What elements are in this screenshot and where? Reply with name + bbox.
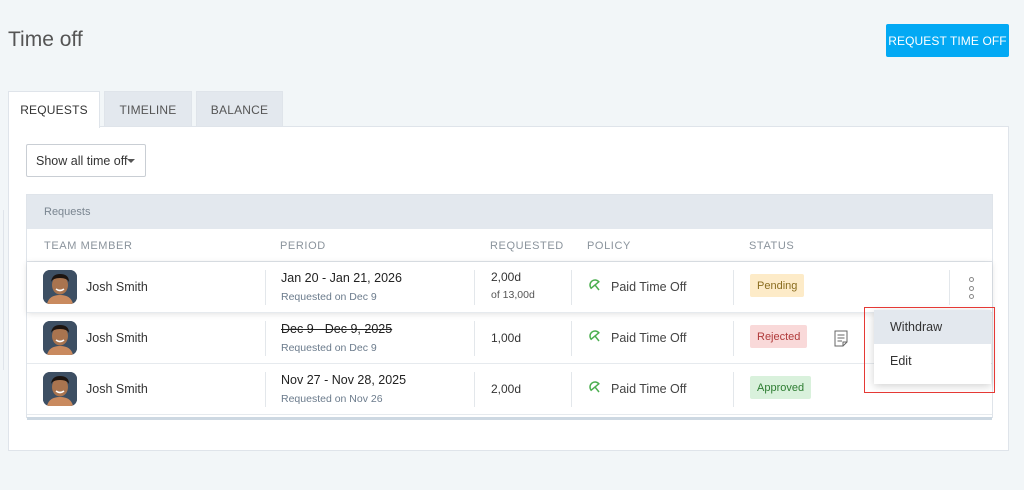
policy-cell: Paid Time Off: [589, 278, 687, 296]
requested-on-date: Requested on Dec 9: [281, 342, 377, 354]
avatar: [43, 270, 77, 304]
caret-down-icon: [127, 159, 135, 163]
table-header: TEAM MEMBER PERIOD REQUESTED POLICY STAT…: [27, 229, 992, 262]
requests-table: Requests TEAM MEMBER PERIOD REQUESTED PO…: [26, 194, 993, 420]
column-divider: [265, 321, 266, 356]
requested-amount: 1,00d: [491, 331, 522, 345]
table-row[interactable]: Josh Smith Dec 9 - Dec 9, 2025 Requested…: [27, 313, 992, 364]
status-badge: Pending: [750, 274, 805, 297]
table-bottom-border: [27, 417, 992, 420]
column-divider: [474, 321, 475, 356]
filter-selected-label: Show all time off: [36, 153, 128, 168]
column-header-policy: POLICY: [587, 240, 631, 252]
request-time-off-button[interactable]: REQUEST TIME OFF: [886, 24, 1009, 57]
column-divider: [571, 372, 572, 407]
umbrella-icon: [589, 278, 601, 296]
tab-requests[interactable]: REQUESTS: [8, 91, 100, 128]
period-dates: Jan 20 - Jan 21, 2026: [281, 271, 402, 285]
team-member-name: Josh Smith: [86, 331, 148, 345]
requested-cell: 2,00d: [491, 382, 521, 396]
policy-name: Paid Time Off: [611, 331, 687, 345]
period-dates: Dec 9 - Dec 9, 2025: [281, 322, 393, 336]
note-icon[interactable]: [834, 330, 848, 352]
requests-panel: Show all time off Requests TEAM MEMBER P…: [8, 126, 1009, 451]
requested-balance: of 13,00d: [491, 289, 535, 301]
umbrella-icon: [589, 329, 601, 347]
column-divider: [733, 270, 734, 305]
umbrella-icon: [589, 380, 601, 398]
column-divider: [474, 372, 475, 407]
requested-on-date: Requested on Nov 26: [281, 393, 383, 405]
column-header-team-member: TEAM MEMBER: [44, 240, 133, 252]
time-off-filter-dropdown[interactable]: Show all time off: [26, 144, 146, 177]
tab-balance[interactable]: BALANCE: [196, 91, 283, 127]
team-member-name: Josh Smith: [86, 280, 148, 294]
row-actions-menu: Withdraw Edit: [874, 310, 991, 384]
column-divider: [949, 270, 950, 305]
table-row[interactable]: Josh Smith Jan 20 - Jan 21, 2026 Request…: [27, 262, 992, 313]
column-divider: [733, 321, 734, 356]
column-header-requested: REQUESTED: [490, 240, 564, 252]
avatar: [43, 321, 77, 355]
period-cell: Jan 20 - Jan 21, 2026 Requested on Dec 9: [281, 271, 402, 303]
requested-on-date: Requested on Dec 9: [281, 291, 377, 303]
avatar: [43, 372, 77, 406]
page-title: Time off: [8, 28, 83, 51]
policy-cell: Paid Time Off: [589, 329, 687, 347]
edit-menu-item[interactable]: Edit: [890, 354, 912, 368]
requested-amount: 2,00d: [491, 270, 522, 284]
policy-name: Paid Time Off: [611, 280, 687, 294]
column-header-status: STATUS: [749, 240, 795, 252]
team-member-name: Josh Smith: [86, 382, 148, 396]
table-caption: Requests: [27, 195, 992, 229]
period-cell: Dec 9 - Dec 9, 2025 Requested on Dec 9: [281, 322, 392, 354]
requested-amount: 2,00d: [491, 382, 522, 396]
left-edge-frame: [0, 210, 4, 370]
tab-timeline[interactable]: TIMELINE: [104, 91, 192, 127]
column-divider: [265, 372, 266, 407]
withdraw-menu-item[interactable]: Withdraw: [874, 310, 991, 344]
column-divider: [265, 270, 266, 305]
kebab-menu-icon[interactable]: [966, 277, 976, 299]
column-header-period: PERIOD: [280, 240, 326, 252]
policy-name: Paid Time Off: [611, 382, 687, 396]
column-divider: [733, 372, 734, 407]
table-row[interactable]: Josh Smith Nov 27 - Nov 28, 2025 Request…: [27, 364, 992, 415]
status-badge: Rejected: [750, 325, 808, 348]
column-divider: [571, 270, 572, 305]
status-badge: Approved: [750, 376, 812, 399]
requested-cell: 2,00d of 13,00d: [491, 270, 535, 301]
tab-bar: REQUESTS TIMELINE BALANCE: [8, 91, 287, 128]
policy-cell: Paid Time Off: [589, 380, 687, 398]
requested-cell: 1,00d: [491, 331, 521, 345]
column-divider: [474, 270, 475, 305]
period-dates: Nov 27 - Nov 28, 2025: [281, 373, 407, 387]
column-divider: [571, 321, 572, 356]
period-cell: Nov 27 - Nov 28, 2025 Requested on Nov 2…: [281, 373, 406, 405]
